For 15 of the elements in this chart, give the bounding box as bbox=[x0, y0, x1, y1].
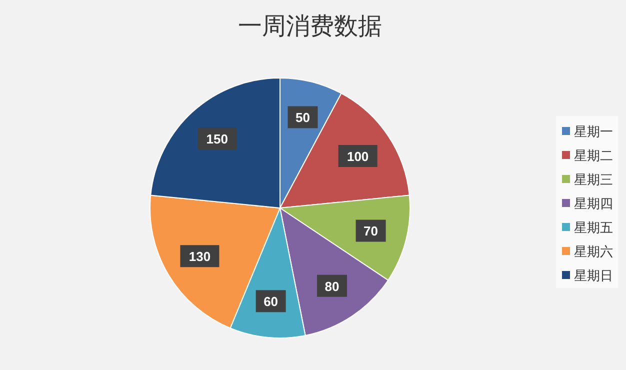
data-label: 80 bbox=[324, 278, 340, 294]
legend-label: 星期二 bbox=[574, 148, 613, 163]
legend-label: 星期三 bbox=[574, 172, 613, 187]
data-label: 100 bbox=[346, 149, 369, 164]
data-label: 70 bbox=[364, 224, 378, 239]
legend-label: 星期四 bbox=[574, 196, 613, 211]
data-label: 50 bbox=[296, 110, 310, 126]
legend-label: 星期一 bbox=[574, 124, 613, 139]
data-label: 150 bbox=[206, 132, 228, 147]
legend-label: 星期六 bbox=[574, 244, 613, 259]
legend-label: 星期日 bbox=[574, 268, 613, 283]
data-label: 130 bbox=[188, 249, 211, 264]
legend-label: 星期五 bbox=[574, 220, 613, 235]
chart-title: 一周消费数据 bbox=[238, 13, 382, 40]
data-label: 60 bbox=[264, 294, 278, 310]
